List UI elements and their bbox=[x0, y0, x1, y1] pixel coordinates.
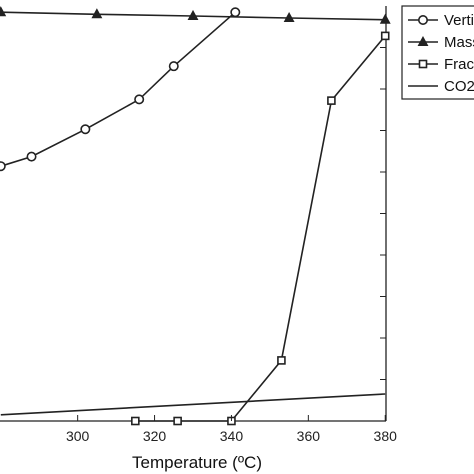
legend-marker bbox=[418, 59, 428, 69]
x-tick-label: 300 bbox=[66, 428, 90, 444]
legend[interactable]: Verti Mass Fract CO2 bbox=[401, 5, 474, 100]
legend-item[interactable]: CO2 bbox=[408, 78, 474, 95]
series-line-fract bbox=[135, 35, 386, 422]
data-point-verti bbox=[80, 124, 91, 135]
legend-item[interactable]: Mass bbox=[408, 34, 474, 51]
legend-item[interactable]: Verti bbox=[408, 12, 474, 29]
x-axis: 300 320 340 360 380 bbox=[66, 415, 397, 444]
x-tick-label: 380 bbox=[374, 428, 398, 444]
series-mass bbox=[0, 6, 391, 24]
data-point-verti bbox=[26, 151, 37, 162]
x-axis-title: Temperature (ºC) bbox=[132, 453, 262, 472]
data-point-fract bbox=[173, 416, 182, 426]
series-line-verti bbox=[0, 11, 236, 167]
data-point-fract bbox=[327, 96, 336, 105]
plot-area bbox=[0, 6, 391, 426]
data-point-fract bbox=[380, 31, 390, 41]
legend-label: Verti bbox=[444, 12, 474, 29]
series-fract bbox=[131, 31, 390, 426]
data-point-fract bbox=[277, 356, 286, 365]
legend-item[interactable]: Fract bbox=[408, 56, 474, 73]
data-point-mass bbox=[283, 11, 295, 23]
legend-marker bbox=[417, 35, 429, 46]
x-tick-label: 340 bbox=[220, 428, 244, 444]
data-point-verti bbox=[0, 161, 6, 172]
data-point-mass bbox=[379, 13, 391, 24]
legend-label: Mass bbox=[444, 34, 474, 51]
legend-box bbox=[401, 5, 474, 100]
data-point-verti bbox=[168, 61, 179, 72]
x-tick-label: 360 bbox=[297, 428, 321, 444]
data-point-mass bbox=[187, 9, 199, 20]
data-point-verti bbox=[134, 94, 145, 105]
legend-label: CO2 bbox=[444, 78, 474, 95]
series-verti bbox=[0, 7, 241, 172]
data-point-verti bbox=[230, 7, 241, 18]
series-line-co2 bbox=[0, 393, 386, 416]
series-co2 bbox=[0, 393, 386, 416]
data-point-mass bbox=[0, 6, 7, 17]
data-point-mass bbox=[91, 8, 103, 19]
legend-marker bbox=[417, 15, 428, 25]
x-tick-label: 320 bbox=[143, 428, 167, 444]
legend-label: Fract bbox=[444, 56, 474, 73]
data-point-fract bbox=[131, 416, 140, 426]
